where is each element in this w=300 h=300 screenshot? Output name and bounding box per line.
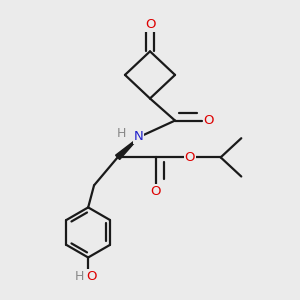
Text: H: H <box>117 127 126 140</box>
Text: N: N <box>133 130 143 143</box>
Text: O: O <box>204 114 214 127</box>
Text: O: O <box>86 270 96 283</box>
Polygon shape <box>116 137 140 160</box>
Text: H: H <box>75 270 84 283</box>
Text: O: O <box>184 151 195 164</box>
Text: O: O <box>145 18 155 32</box>
Text: O: O <box>151 185 161 198</box>
